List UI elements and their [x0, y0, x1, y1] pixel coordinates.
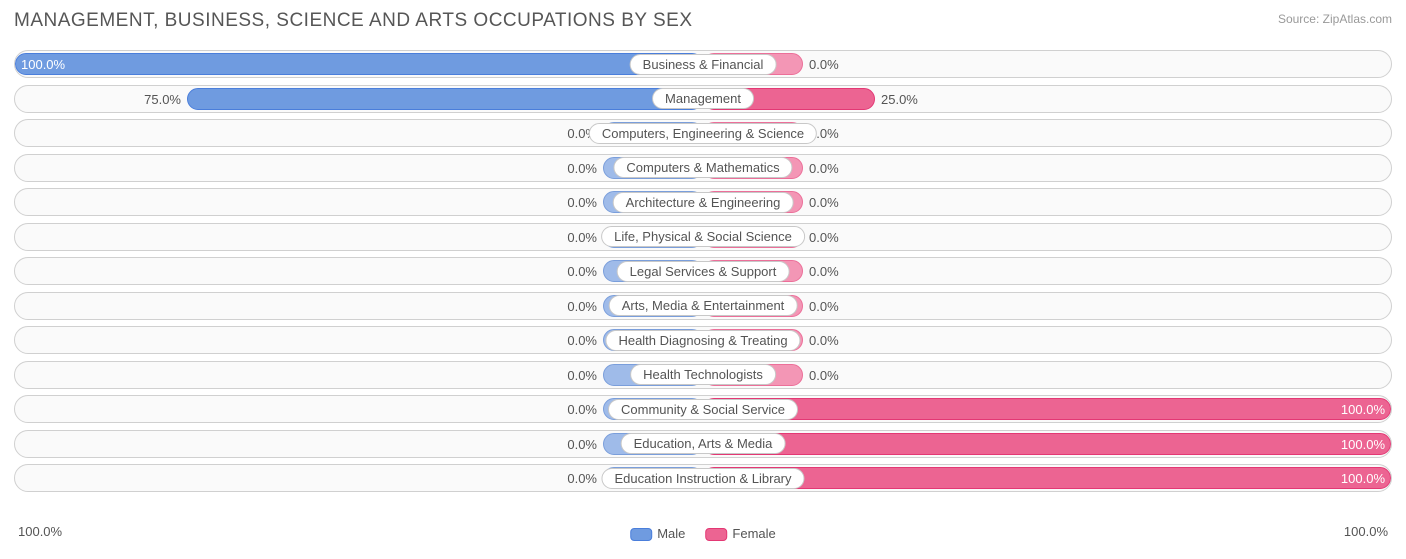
male-value-label: 0.0% [567, 224, 597, 251]
female-value-label: 25.0% [881, 86, 918, 113]
male-value-label: 0.0% [567, 293, 597, 320]
category-label: Life, Physical & Social Science [601, 226, 805, 247]
legend: Male Female [630, 526, 776, 541]
male-value-label: 0.0% [567, 155, 597, 182]
source-attribution: Source: ZipAtlas.com [1278, 12, 1392, 26]
chart-area: 100.0% 0.0% Business & Financial 75.0% 25.0%… [14, 50, 1392, 514]
female-bar [703, 433, 1391, 455]
chart-row: 0.0% 100.0% Education Instruction & Librar… [14, 464, 1392, 492]
chart-row: 0.0% 0.0% Health Technologists [14, 361, 1392, 389]
legend-male: Male [630, 526, 685, 541]
chart-row: 0.0% 0.0% Arts, Media & Entertainment [14, 292, 1392, 320]
category-label: Architecture & Engineering [613, 192, 794, 213]
chart-row: 0.0% 0.0% Legal Services & Support [14, 257, 1392, 285]
female-value-label: 0.0% [809, 51, 839, 78]
chart-row: 100.0% 0.0% Business & Financial [14, 50, 1392, 78]
category-label: Education Instruction & Library [601, 468, 804, 489]
category-label: Management [652, 88, 754, 109]
category-label: Health Technologists [630, 364, 776, 385]
male-value-label: 0.0% [567, 362, 597, 389]
male-bar [187, 88, 703, 110]
female-swatch [705, 528, 727, 541]
chart-row: 0.0% 100.0% Education, Arts & Media [14, 430, 1392, 458]
category-label: Computers, Engineering & Science [589, 123, 817, 144]
female-value-label: 100.0% [1341, 396, 1385, 423]
legend-male-label: Male [657, 526, 685, 541]
male-value-label: 0.0% [567, 258, 597, 285]
female-value-label: 0.0% [809, 327, 839, 354]
male-value-label: 0.0% [567, 465, 597, 492]
male-value-label: 0.0% [567, 189, 597, 216]
category-label: Business & Financial [630, 54, 777, 75]
female-value-label: 0.0% [809, 224, 839, 251]
legend-female: Female [705, 526, 775, 541]
female-value-label: 100.0% [1341, 431, 1385, 458]
female-value-label: 0.0% [809, 189, 839, 216]
axis-left-label: 100.0% [18, 524, 62, 539]
female-value-label: 0.0% [809, 155, 839, 182]
female-bar [703, 398, 1391, 420]
female-value-label: 100.0% [1341, 465, 1385, 492]
axis-right-label: 100.0% [1344, 524, 1388, 539]
category-label: Legal Services & Support [617, 261, 790, 282]
chart-row: 0.0% 0.0%Life, Physical & Social Science [14, 223, 1392, 251]
female-value-label: 0.0% [809, 258, 839, 285]
chart-row: 0.0% 0.0% Health Diagnosing & Treating [14, 326, 1392, 354]
chart-title: MANAGEMENT, BUSINESS, SCIENCE AND ARTS O… [14, 10, 693, 32]
chart-row: 0.0% 100.0% Community & Social Service [14, 395, 1392, 423]
chart-row: 75.0% 25.0% Management [14, 85, 1392, 113]
chart-row: 0.0% 0.0% Architecture & Engineering [14, 188, 1392, 216]
female-value-label: 0.0% [809, 293, 839, 320]
male-value-label: 0.0% [567, 431, 597, 458]
male-value-label: 75.0% [144, 86, 181, 113]
legend-female-label: Female [732, 526, 775, 541]
male-bar [15, 53, 703, 75]
category-label: Computers & Mathematics [613, 157, 792, 178]
male-value-label: 100.0% [21, 51, 65, 78]
chart-row: 0.0% 0.0% Computers & Mathematics [14, 154, 1392, 182]
female-bar [703, 467, 1391, 489]
category-label: Arts, Media & Entertainment [609, 295, 798, 316]
male-swatch [630, 528, 652, 541]
female-value-label: 0.0% [809, 362, 839, 389]
male-value-label: 0.0% [567, 327, 597, 354]
category-label: Education, Arts & Media [621, 433, 786, 454]
chart-row: 0.0%0.0%Computers, Engineering & Science [14, 119, 1392, 147]
category-label: Community & Social Service [608, 399, 798, 420]
category-label: Health Diagnosing & Treating [605, 330, 800, 351]
male-value-label: 0.0% [567, 396, 597, 423]
